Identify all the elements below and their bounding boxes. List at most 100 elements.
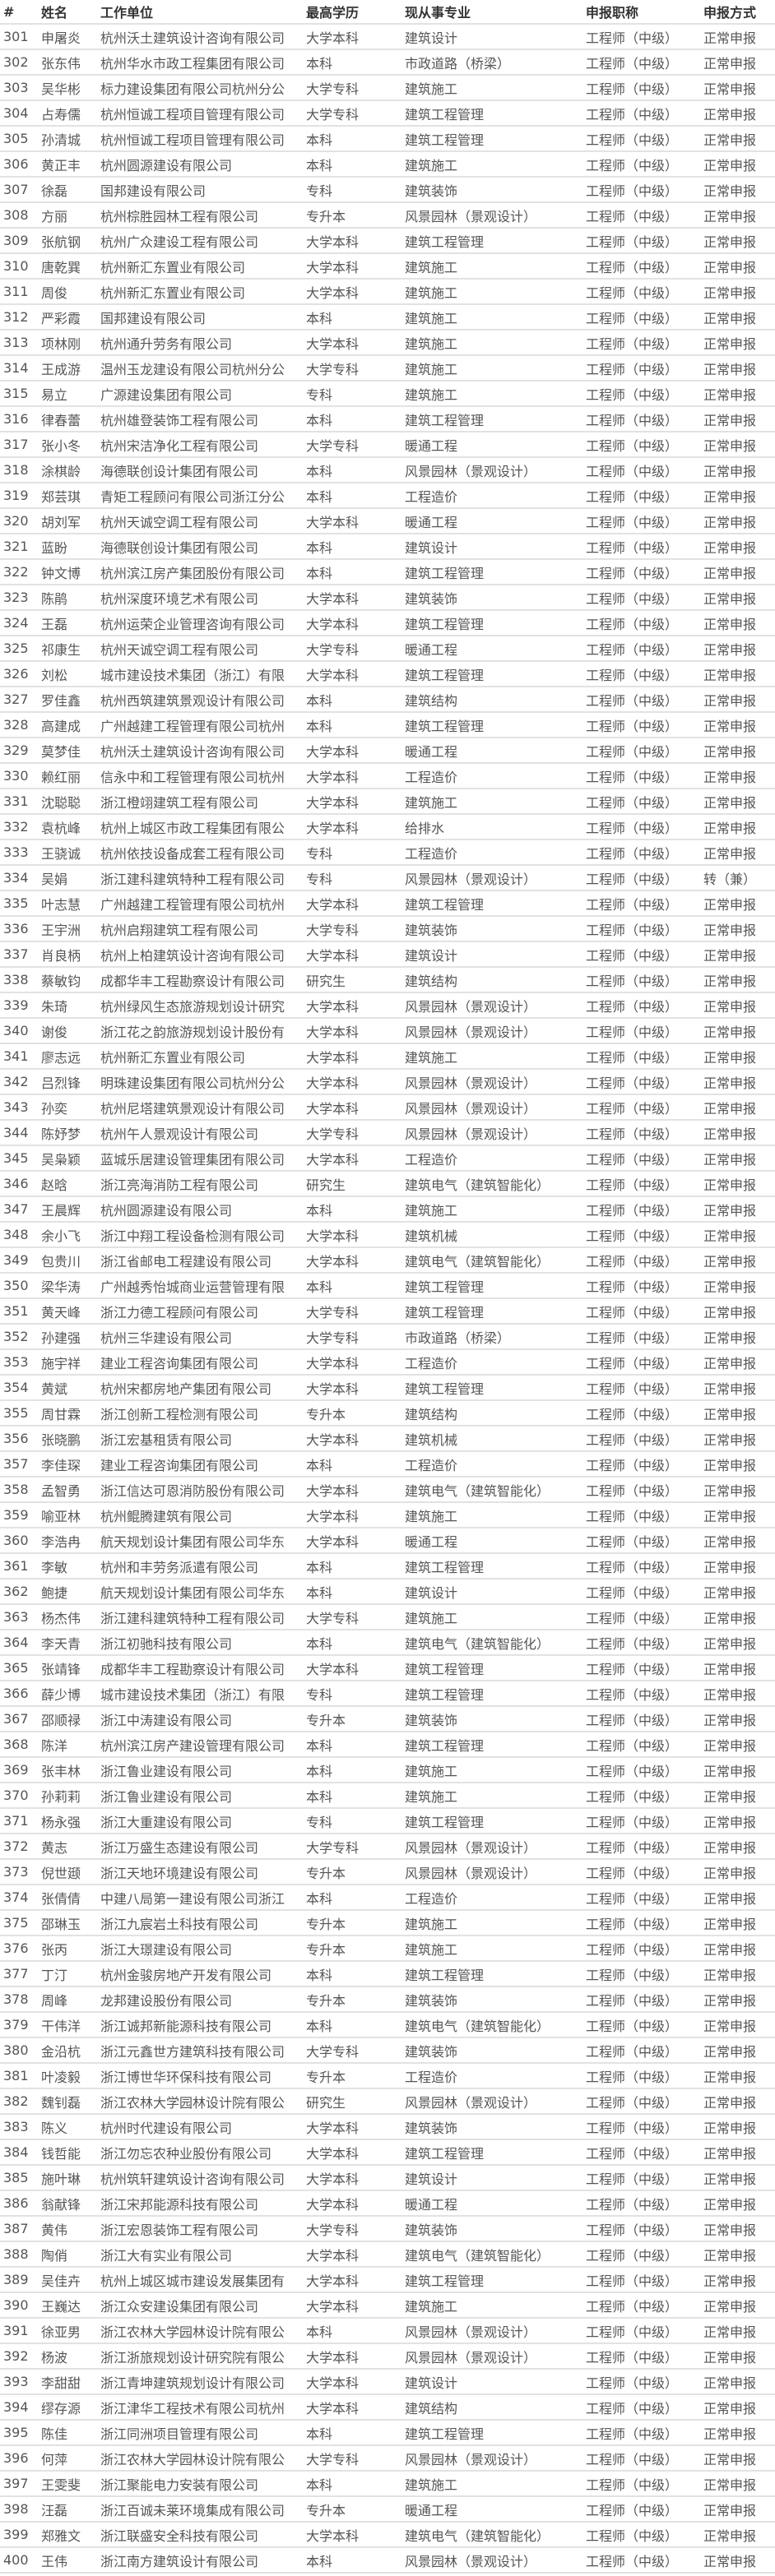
cell-specialty: 市政道路（桥梁） bbox=[405, 1330, 511, 1346]
cell-specialty: 建筑施工 bbox=[405, 1610, 458, 1626]
cell-method: 正常申报 bbox=[703, 641, 757, 658]
cell-method: 正常申报 bbox=[703, 463, 757, 479]
cell-method: 正常申报 bbox=[703, 55, 757, 72]
cell-specialty: 建筑施工 bbox=[405, 386, 458, 403]
cell-education: 大学本科 bbox=[306, 896, 360, 913]
cell-title: 工程师（中级） bbox=[586, 1839, 679, 1856]
header-specialty[interactable]: 现从事专业 bbox=[405, 5, 471, 21]
cell-method: 正常申报 bbox=[703, 1380, 757, 1397]
table-row: 323 陈鹃 杭州深度环境艺术有限公司 大学本科 建筑装饰 工程师（中级） 正常申报 bbox=[0, 585, 775, 611]
cell-method: 转（兼） bbox=[703, 871, 757, 887]
cell-employer: 杭州天诚空调工程有限公司 bbox=[100, 514, 259, 530]
cell-method: 正常申报 bbox=[703, 2094, 757, 2111]
header-title[interactable]: 申报职称 bbox=[586, 5, 639, 21]
cell-employer: 浙江亮海消防工程有限公司 bbox=[100, 1177, 259, 1193]
cell-method: 正常申报 bbox=[703, 208, 757, 224]
cell-title: 工程师（中级） bbox=[586, 1355, 679, 1371]
cell-number: 391 bbox=[3, 2323, 29, 2338]
table-row: 311 周俊 杭州新汇东置业有限公司 大学本科 建筑施工 工程师（中级） 正常申报 bbox=[0, 280, 775, 305]
cell-title: 工程师（中级） bbox=[586, 2477, 679, 2493]
cell-title: 工程师（中级） bbox=[586, 2349, 679, 2366]
cell-employer: 广州越建工程管理有限公司杭州 bbox=[100, 718, 285, 734]
cell-specialty: 建筑装饰 bbox=[405, 183, 458, 199]
cell-specialty: 建筑设计 bbox=[405, 2171, 458, 2187]
cell-name: 吴华彬 bbox=[41, 81, 81, 97]
cell-title: 工程师（中级） bbox=[586, 1482, 679, 1499]
cell-title: 工程师（中级） bbox=[586, 1712, 679, 1728]
cell-specialty: 工程造价 bbox=[405, 488, 458, 505]
table-row: 394 缪存源 浙江津华工程技术有限公司杭州 大学本科 建筑结构 工程师（中级） 正常申报 bbox=[0, 2395, 775, 2421]
cell-specialty: 工程造价 bbox=[405, 1355, 458, 1371]
cell-education: 大学本科 bbox=[306, 667, 360, 683]
cell-method: 正常申报 bbox=[703, 667, 757, 683]
cell-number: 333 bbox=[3, 844, 29, 860]
cell-employer: 浙江鲁业建设有限公司 bbox=[100, 1763, 233, 1779]
header-method[interactable]: 申报方式 bbox=[703, 5, 757, 21]
cell-name: 张丰林 bbox=[41, 1763, 81, 1779]
table-row: 387 黄伟 浙江宏恩装饰工程有限公司 大学专科 建筑装饰 工程师（中级） 正常申报 bbox=[0, 2217, 775, 2242]
cell-education: 本科 bbox=[306, 132, 333, 148]
cell-number: 383 bbox=[3, 2119, 29, 2134]
cell-name: 孙清城 bbox=[41, 132, 81, 148]
cell-number: 352 bbox=[3, 1329, 29, 1344]
cell-method: 正常申报 bbox=[703, 1635, 757, 1652]
cell-method: 正常申报 bbox=[703, 565, 757, 581]
cell-name: 黄天峰 bbox=[41, 1304, 81, 1320]
cell-number: 363 bbox=[3, 1609, 29, 1625]
cell-title: 工程师（中级） bbox=[586, 2400, 679, 2416]
cell-specialty: 风景园林（景观设计） bbox=[405, 998, 537, 1015]
cell-name: 王成游 bbox=[41, 361, 81, 377]
cell-number: 348 bbox=[3, 1227, 29, 1242]
table-row: 312 严彩霞 国邦建设有限公司 本科 建筑施工 工程师（中级） 正常申报 bbox=[0, 305, 775, 331]
cell-number: 337 bbox=[3, 946, 29, 962]
table-row: 326 刘松 城市建设技术集团（浙江）有限 大学本科 建筑工程管理 工程师（中级） 正常申报 bbox=[0, 662, 775, 687]
cell-number: 367 bbox=[3, 1711, 29, 1727]
table-row: 355 周甘霖 浙江创新工程检测有限公司 专升本 建筑结构 工程师（中级） 正常申报 bbox=[0, 1401, 775, 1427]
header-name[interactable]: 姓名 bbox=[41, 5, 68, 21]
cell-name: 王伟 bbox=[41, 2553, 68, 2569]
cell-title: 工程师（中级） bbox=[586, 2502, 679, 2518]
cell-method: 正常申报 bbox=[703, 820, 757, 836]
cell-employer: 浙江同洲项目管理有限公司 bbox=[100, 2426, 259, 2442]
cell-specialty: 风景园林（景观设计） bbox=[405, 1126, 537, 1142]
cell-name: 胡刘军 bbox=[41, 514, 81, 530]
cell-employer: 温州玉龙建设有限公司杭州分公 bbox=[100, 361, 285, 377]
cell-method: 正常申报 bbox=[703, 1916, 757, 1932]
cell-name: 蔡敏钧 bbox=[41, 973, 81, 989]
cell-title: 工程师（中级） bbox=[586, 998, 679, 1015]
table-row: 327 罗佳鑫 杭州西筑建筑景观设计有限公司 本科 建筑结构 工程师（中级） 正常申报 bbox=[0, 687, 775, 713]
cell-number: 379 bbox=[3, 2017, 29, 2033]
cell-specialty: 暖通工程 bbox=[405, 2502, 458, 2518]
cell-employer: 杭州宋都房地产集团有限公司 bbox=[100, 1380, 272, 1397]
header-employer[interactable]: 工作单位 bbox=[100, 5, 154, 21]
cell-number: 316 bbox=[3, 411, 29, 427]
header-education[interactable]: 最高学历 bbox=[306, 5, 360, 21]
cell-title: 工程师（中级） bbox=[586, 1202, 679, 1219]
cell-method: 正常申报 bbox=[703, 1508, 757, 1524]
cell-title: 工程师（中级） bbox=[586, 106, 679, 123]
cell-name: 孙莉莉 bbox=[41, 1788, 81, 1805]
cell-method: 正常申报 bbox=[703, 1177, 757, 1193]
cell-method: 正常申报 bbox=[703, 1661, 757, 1677]
cell-method: 正常申报 bbox=[703, 692, 757, 709]
table-row: 351 黄天峰 浙江力德工程顾问有限公司 大学专科 建筑工程管理 工程师（中级） 正常申报 bbox=[0, 1299, 775, 1325]
table-row: 341 廖志远 杭州新汇东置业有限公司 大学本科 建筑施工 工程师（中级） 正常申报 bbox=[0, 1044, 775, 1070]
header-number[interactable]: # bbox=[3, 3, 15, 20]
cell-education: 研究生 bbox=[306, 973, 346, 989]
table-row: 321 蓝盼 海德联创设计集团有限公司 本科 建筑设计 工程师（中级） 正常申报 bbox=[0, 534, 775, 560]
cell-method: 正常申报 bbox=[703, 1151, 757, 1168]
table-row: 362 鲍捷 航天规划设计集团有限公司华东 本科 建筑设计 工程师（中级） 正常申报 bbox=[0, 1579, 775, 1605]
cell-method: 正常申报 bbox=[703, 590, 757, 607]
cell-name: 李敏 bbox=[41, 1559, 68, 1575]
cell-method: 正常申报 bbox=[703, 2043, 757, 2060]
cell-education: 专科 bbox=[306, 1686, 333, 1703]
cell-name: 周峰 bbox=[41, 1992, 68, 2009]
cell-employer: 蓝城乐居建设管理集团有限公司 bbox=[100, 1151, 285, 1168]
cell-education: 大学专科 bbox=[306, 2451, 360, 2467]
cell-number: 301 bbox=[3, 29, 29, 44]
table-row: 393 李甜甜 浙江青坤建筑规划设计有限公司 大学本科 建筑设计 工程师（中级） 正常申报 bbox=[0, 2370, 775, 2395]
cell-specialty: 工程造价 bbox=[405, 2069, 458, 2085]
cell-specialty: 建筑工程管理 bbox=[405, 132, 485, 148]
table-row: 358 孟智勇 浙江信达可恩消防股份有限公司 大学本科 建筑电气（建筑智能化） 工程师（中… bbox=[0, 1478, 775, 1503]
cell-method: 正常申报 bbox=[703, 2196, 757, 2213]
